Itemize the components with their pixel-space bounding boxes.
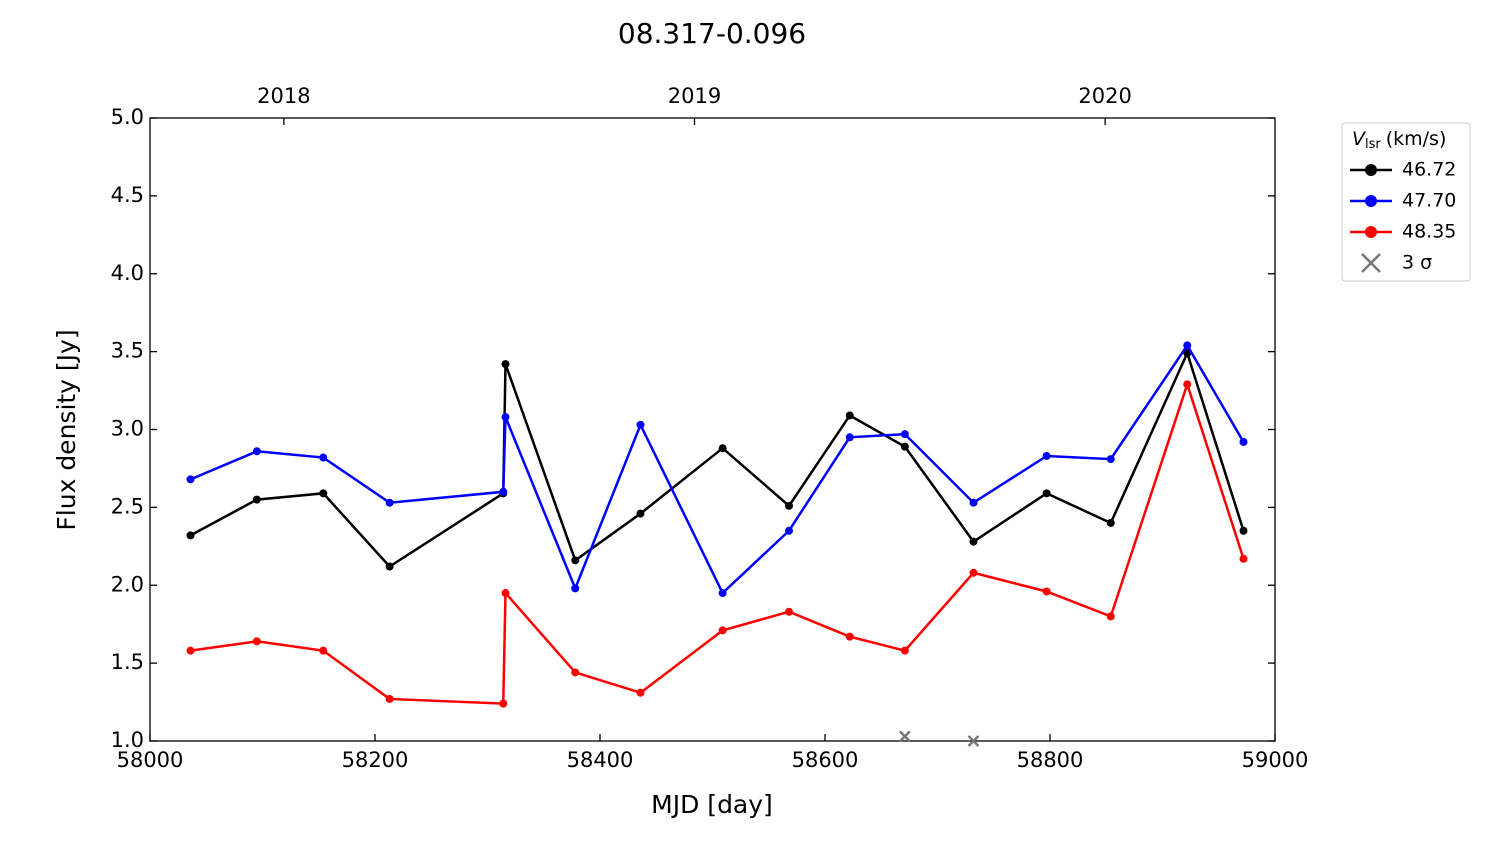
legend-label: 48.35 (1402, 221, 1456, 243)
data-point (900, 442, 909, 451)
data-point (1106, 455, 1115, 464)
data-point (385, 694, 394, 703)
y-axis-label: Flux density [Jy] (52, 329, 81, 530)
data-point (385, 498, 394, 507)
data-point (636, 420, 645, 429)
x-tick-label: 58000 (117, 748, 184, 772)
data-point (186, 646, 195, 655)
y-tick-label: 4.5 (111, 183, 144, 207)
data-point (1239, 526, 1248, 535)
series-line (190, 343, 1245, 596)
cross-marker (898, 730, 911, 743)
data-point (1183, 341, 1192, 350)
chart-title: 08.317-0.096 (618, 17, 806, 50)
legend-title: Vlsr (km/s) (1352, 128, 1446, 152)
data-point (969, 498, 978, 507)
y-tick-label: 2.5 (111, 494, 144, 518)
legend-title-unit: (km/s) (1386, 128, 1447, 150)
x2-tick-label: 2018 (257, 84, 310, 108)
data-point (571, 668, 580, 677)
legend-title-symbol: V (1352, 128, 1367, 150)
data-point (385, 562, 394, 571)
data-point (571, 556, 580, 565)
data-point (1106, 612, 1115, 621)
data-point (1183, 380, 1192, 389)
data-point (845, 411, 854, 420)
series-line (189, 349, 1245, 569)
y-tick-label: 3.0 (111, 417, 144, 441)
x-axis-label: MJD [day] (651, 790, 773, 819)
y-tick-label: 4.0 (111, 261, 144, 285)
data-point (571, 584, 580, 593)
y-tick-label: 3.5 (111, 339, 144, 363)
legend-box (1341, 122, 1471, 282)
legend-marker (1365, 226, 1377, 238)
legend-marker (1365, 164, 1377, 176)
legend-label: 46.72 (1402, 159, 1456, 181)
data-point (1042, 489, 1051, 498)
legend-label: 47.70 (1402, 190, 1456, 212)
data-point (845, 632, 854, 641)
data-point (1042, 451, 1051, 460)
series-line (190, 380, 1245, 705)
legend-label: 3 σ (1402, 252, 1432, 274)
legend-title-subscript: lsr (1365, 137, 1381, 152)
data-point (845, 433, 854, 442)
x-tick-label: 59000 (1242, 748, 1309, 772)
data-point (900, 430, 909, 439)
data-point (969, 568, 978, 577)
legend-marker (1365, 195, 1377, 207)
x-tick-label: 58400 (567, 748, 634, 772)
x-tick-label: 58200 (342, 748, 409, 772)
data-point (252, 637, 261, 646)
data-point (1239, 437, 1248, 446)
data-point (1106, 518, 1115, 527)
data-point (718, 626, 727, 635)
data-point (785, 526, 793, 535)
data-point (785, 607, 793, 616)
x-tick-label: 58800 (1017, 748, 1084, 772)
data-point (499, 487, 508, 496)
data-point (319, 453, 328, 462)
cross-marker (967, 735, 980, 747)
data-point (636, 688, 645, 697)
data-point (319, 646, 328, 655)
data-point (501, 413, 510, 422)
data-point (969, 537, 978, 546)
data-point (785, 501, 793, 510)
y-tick-label: 5.0 (111, 105, 144, 129)
y-tick-label: 1.5 (111, 650, 144, 674)
plot-frame (149, 117, 1276, 742)
data-point (501, 360, 510, 369)
x2-tick-label: 2020 (1078, 84, 1131, 108)
data-point (718, 444, 727, 453)
data-point (252, 447, 261, 456)
x2-tick-label: 2019 (668, 84, 721, 108)
legend-marker (1361, 253, 1381, 273)
data-point (186, 531, 195, 540)
data-point (1239, 554, 1248, 563)
data-point (186, 475, 195, 484)
data-point (900, 646, 909, 655)
data-point (252, 495, 261, 504)
x-tick-label: 58600 (792, 748, 859, 772)
data-point (718, 589, 727, 598)
data-point (499, 699, 508, 708)
data-point (1042, 587, 1051, 596)
y-tick-label: 2.0 (111, 572, 144, 596)
y-tick-label: 1.0 (111, 728, 144, 752)
data-point (319, 489, 328, 498)
data-point (501, 589, 510, 598)
data-point (636, 509, 645, 518)
